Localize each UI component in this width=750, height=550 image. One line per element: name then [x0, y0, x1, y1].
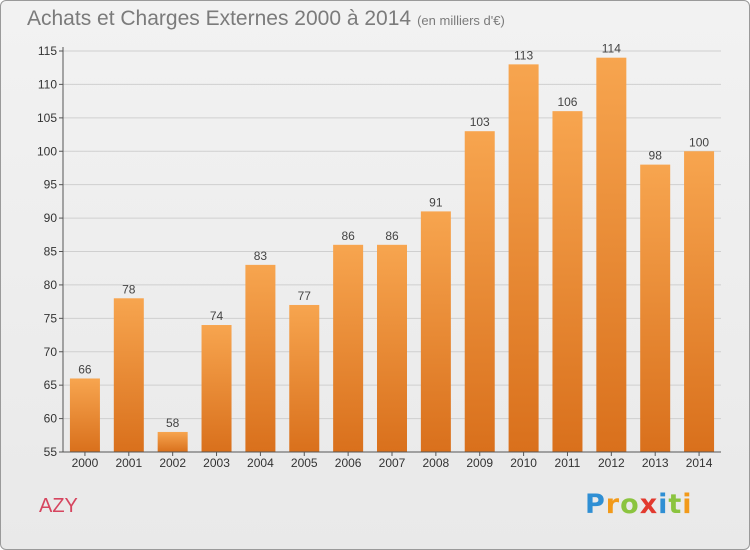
y-tick-label: 105	[37, 111, 57, 125]
y-tick-label: 100	[37, 144, 57, 158]
bar-2010	[508, 64, 539, 452]
y-tick-label: 60	[44, 412, 58, 426]
x-tick-label: 2008	[423, 456, 450, 470]
data-label: 106	[557, 95, 577, 109]
y-tick-label: 75	[44, 311, 58, 325]
bar-2012	[596, 57, 627, 452]
x-tick-label: 2009	[466, 456, 493, 470]
x-tick-label: 2002	[159, 456, 186, 470]
data-label: 83	[254, 249, 268, 263]
data-label: 114	[602, 42, 621, 56]
data-label: 86	[385, 229, 399, 243]
y-tick-labels: 55 60 65 70 75 80 85 90 95 100 105 110 115	[37, 44, 63, 459]
x-tick-label: 2003	[203, 456, 230, 470]
data-label: 58	[166, 416, 180, 430]
data-labels: 66 78 58 74 83 77 86 86 91 103 113 106 114 98 100	[78, 42, 709, 430]
data-label: 91	[429, 195, 443, 209]
data-label: 77	[298, 289, 312, 303]
logo-letter: r	[605, 489, 621, 520]
y-tick-label: 85	[44, 245, 58, 259]
commune-name: AZY	[39, 495, 78, 517]
bar-2006	[333, 244, 364, 452]
bar-2014	[684, 151, 715, 452]
bar-2003	[201, 325, 232, 452]
bar-2002	[157, 431, 188, 452]
data-label: 78	[122, 282, 136, 296]
bars	[69, 57, 715, 453]
proxiti-logo: Proxiti	[585, 489, 693, 520]
data-label: 100	[689, 135, 709, 149]
bar-2001	[113, 298, 144, 452]
data-label: 86	[341, 229, 355, 243]
bar-2004	[245, 264, 276, 452]
x-tick-label: 2013	[642, 456, 669, 470]
logo-letter: P	[585, 489, 606, 520]
x-tick-label: 2014	[686, 456, 713, 470]
logo-letter: i	[658, 489, 669, 520]
data-label: 98	[649, 149, 663, 163]
y-tick-label: 70	[44, 345, 58, 359]
x-tick-label: 2010	[510, 456, 537, 470]
x-tick-label: 2001	[115, 456, 142, 470]
bar-2011	[552, 111, 583, 453]
chart-title: Achats et Charges Externes 2000 à 2014 (e…	[27, 7, 505, 31]
x-tick-label: 2004	[247, 456, 274, 470]
logo-letter: i	[682, 489, 693, 520]
data-label: 66	[78, 362, 92, 376]
x-tick-label: 2006	[335, 456, 362, 470]
x-tick-label: 2000	[72, 456, 99, 470]
chart-title-main: Achats et Charges Externes 2000 à 2014	[27, 7, 412, 30]
x-tick-label: 2005	[291, 456, 318, 470]
bar-2008	[420, 211, 451, 452]
data-label: 103	[470, 115, 490, 129]
y-tick-label: 55	[44, 445, 58, 459]
y-tick-label: 115	[38, 44, 57, 58]
x-tick-label: 2007	[379, 456, 406, 470]
y-tick-label: 110	[38, 77, 57, 91]
x-tick-label: 2012	[598, 456, 625, 470]
bar-2013	[640, 164, 671, 452]
bar-2000	[69, 378, 100, 452]
bar-2005	[289, 304, 320, 452]
logo-letter: x	[639, 489, 659, 520]
y-tick-label: 80	[44, 278, 58, 292]
x-tick-labels: 2000 2001 2002 2003 2004 2005 2006 2007 2008 2009…	[72, 452, 713, 470]
logo-letter: o	[620, 489, 640, 520]
chart-title-unit: (en milliers d'€)	[417, 13, 505, 28]
data-label: 74	[210, 309, 224, 323]
bar-2009	[464, 131, 495, 452]
bar-2007	[377, 244, 407, 452]
y-tick-label: 90	[44, 211, 58, 225]
logo-letter: t	[668, 489, 683, 520]
data-label: 113	[514, 48, 533, 62]
x-tick-label: 2011	[555, 456, 581, 470]
y-tick-label: 95	[44, 178, 58, 192]
y-tick-label: 65	[44, 378, 58, 392]
